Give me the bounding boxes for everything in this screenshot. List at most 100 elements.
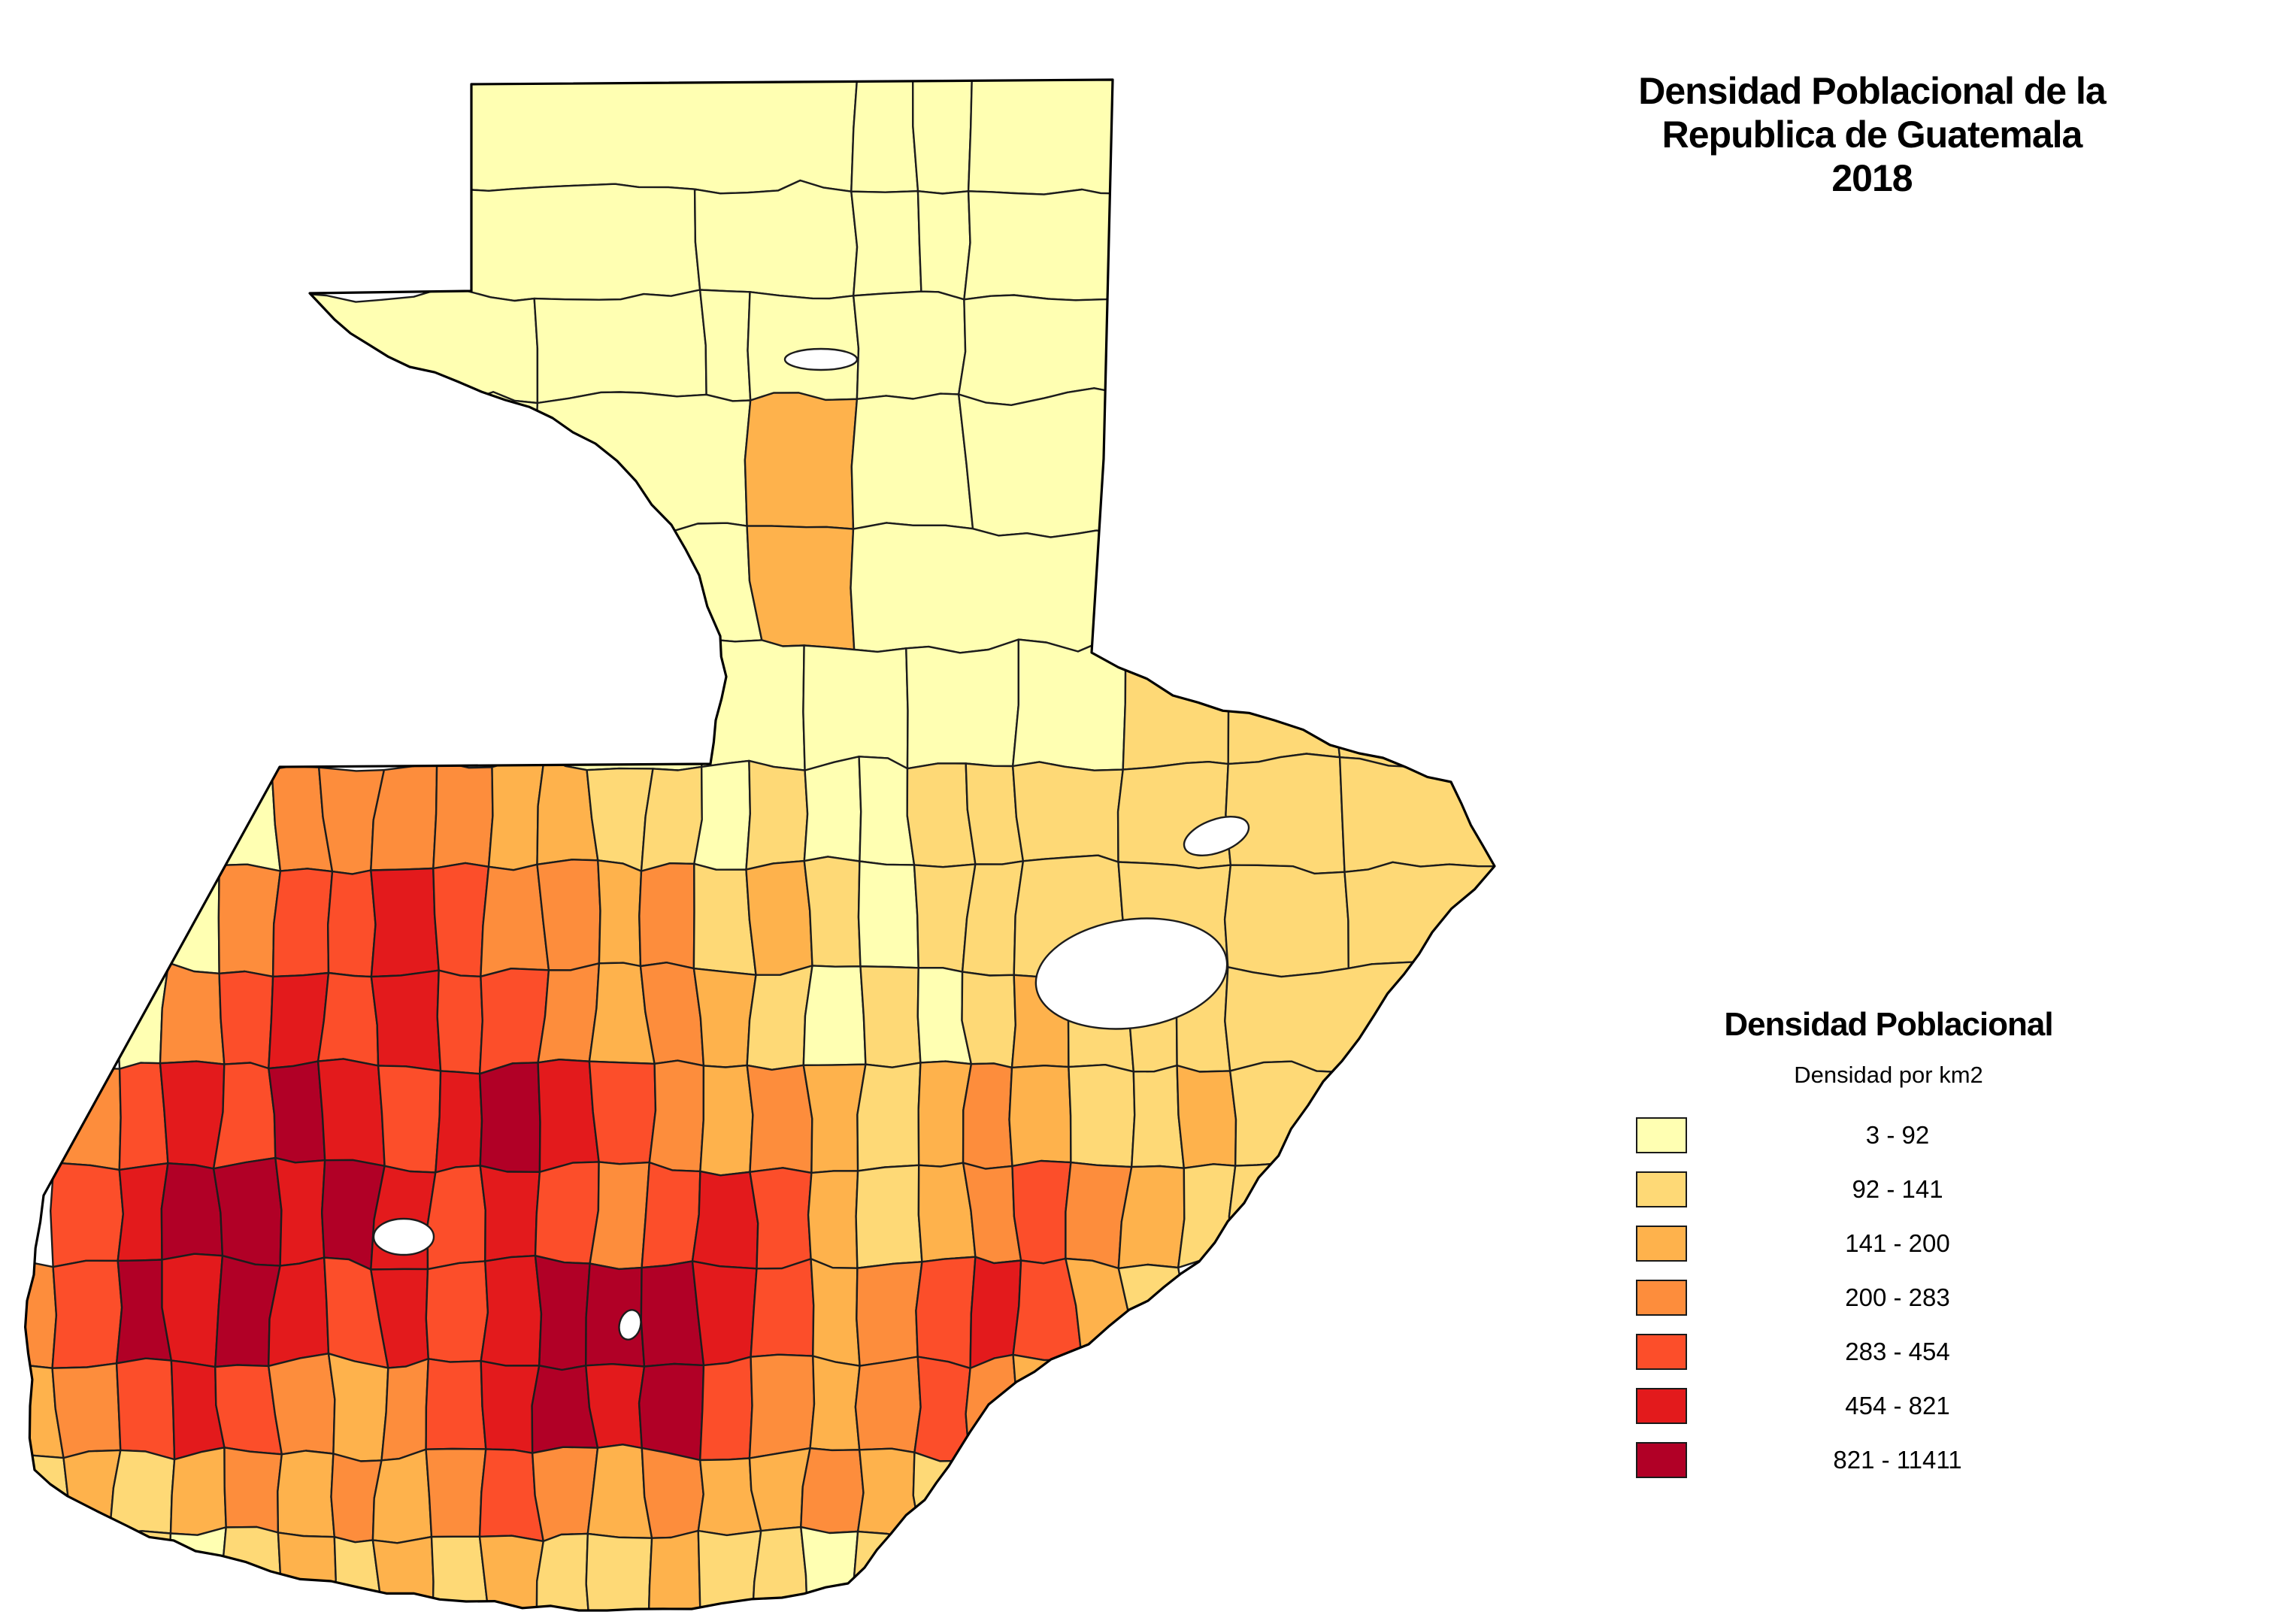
- municipality: [436, 969, 483, 1075]
- municipality: [912, 80, 974, 195]
- municipality: [117, 1162, 169, 1262]
- municipality: [277, 1450, 335, 1538]
- municipality: [478, 1535, 544, 1610]
- municipality: [691, 1260, 758, 1367]
- municipality: [371, 1448, 433, 1544]
- municipality: [429, 391, 539, 533]
- legend-row: 283 - 454: [1616, 1325, 2161, 1379]
- municipality-mosaic: [25, 80, 1495, 1610]
- municipality: [370, 867, 440, 978]
- municipality: [377, 1065, 442, 1174]
- municipality: [588, 1060, 657, 1165]
- municipality: [533, 289, 707, 404]
- lago-de-atitlan-lake: [372, 1217, 435, 1256]
- municipality: [435, 1070, 483, 1174]
- municipality: [854, 1356, 922, 1453]
- municipality: [1229, 1060, 1403, 1168]
- municipality: [1008, 1065, 1072, 1168]
- municipality: [62, 1449, 122, 1535]
- municipality: [961, 971, 1016, 1069]
- municipality: [159, 1060, 226, 1170]
- municipality: [432, 862, 490, 977]
- municipality: [745, 859, 813, 976]
- municipality: [807, 1170, 859, 1269]
- municipality: [856, 1261, 923, 1367]
- municipality: [912, 1451, 971, 1543]
- legend-row: 3 - 92: [1616, 1108, 2161, 1162]
- legend: Densidad Poblacional Densidad por km2 3 …: [1616, 1006, 2161, 1487]
- municipality: [647, 1529, 702, 1610]
- municipality: [691, 1170, 759, 1270]
- municipality: [585, 1532, 653, 1610]
- municipality: [271, 868, 334, 978]
- legend-class-label: 141 - 200: [1845, 1229, 1950, 1257]
- municipality: [641, 1161, 701, 1269]
- municipality: [491, 639, 546, 768]
- municipality: [638, 1362, 705, 1462]
- municipality: [958, 387, 1183, 538]
- municipality: [115, 1357, 176, 1461]
- municipality: [479, 1165, 541, 1262]
- municipality: [327, 869, 377, 978]
- municipality: [370, 969, 442, 1072]
- municipality: [219, 1526, 282, 1610]
- municipality: [480, 1360, 541, 1454]
- legend-row: 821 - 11411: [1616, 1433, 2161, 1487]
- municipality: [534, 1161, 600, 1265]
- municipality: [426, 1165, 486, 1271]
- municipality: [850, 522, 1189, 654]
- legend-swatch: [1636, 1280, 1687, 1316]
- municipality: [855, 1164, 923, 1269]
- municipality: [212, 1156, 283, 1267]
- municipality: [271, 287, 539, 406]
- municipality: [1224, 960, 1450, 1074]
- legend-swatch: [1636, 1171, 1687, 1207]
- municipality: [800, 1526, 859, 1610]
- municipality: [915, 1256, 977, 1369]
- legend-swatch: [1636, 1388, 1687, 1424]
- municipality: [905, 638, 1019, 770]
- municipality: [432, 759, 494, 870]
- municipality: [697, 1529, 762, 1610]
- municipality: [487, 755, 546, 871]
- municipality: [536, 859, 601, 971]
- municipality: [699, 1356, 753, 1462]
- municipality: [965, 1353, 1019, 1462]
- municipality: [1011, 1159, 1072, 1265]
- municipality: [809, 1355, 861, 1452]
- legend-swatch: [1636, 1442, 1687, 1478]
- municipality: [589, 1161, 650, 1271]
- municipality: [803, 756, 862, 862]
- lago-peten-itza-lake: [783, 347, 859, 371]
- municipality: [962, 1062, 1013, 1170]
- municipality: [802, 1063, 867, 1174]
- municipality: [641, 1447, 704, 1539]
- municipality: [426, 181, 701, 302]
- municipality: [967, 80, 1185, 195]
- municipality: [590, 521, 763, 654]
- municipality: [1012, 761, 1124, 863]
- municipality: [803, 856, 862, 968]
- municipality: [850, 392, 974, 530]
- municipality: [699, 1064, 754, 1177]
- municipality: [534, 638, 708, 771]
- legend-subtitle: Densidad por km2: [1794, 1062, 1983, 1088]
- municipality: [698, 289, 752, 402]
- legend-row: 141 - 200: [1616, 1216, 2161, 1271]
- legend-class-label: 283 - 454: [1845, 1338, 1950, 1365]
- municipality: [1131, 1064, 1185, 1169]
- municipality: [856, 1447, 922, 1542]
- municipality: [534, 1255, 591, 1371]
- legend-rows: 3 - 92 92 - 141 141 - 200 200 - 283 283 - 45…: [1616, 1108, 2161, 1487]
- municipality: [478, 1062, 541, 1173]
- municipality: [857, 860, 919, 969]
- municipality: [640, 765, 703, 872]
- legend-class-label: 200 - 283: [1845, 1283, 1950, 1311]
- municipality: [906, 762, 977, 868]
- municipality: [748, 1353, 816, 1459]
- municipality: [274, 1156, 326, 1267]
- legend-title: Densidad Poblacional: [1724, 1006, 2053, 1043]
- municipality: [856, 1062, 922, 1172]
- municipality: [746, 525, 856, 651]
- legend-class-label: 3 - 92: [1865, 1121, 1930, 1149]
